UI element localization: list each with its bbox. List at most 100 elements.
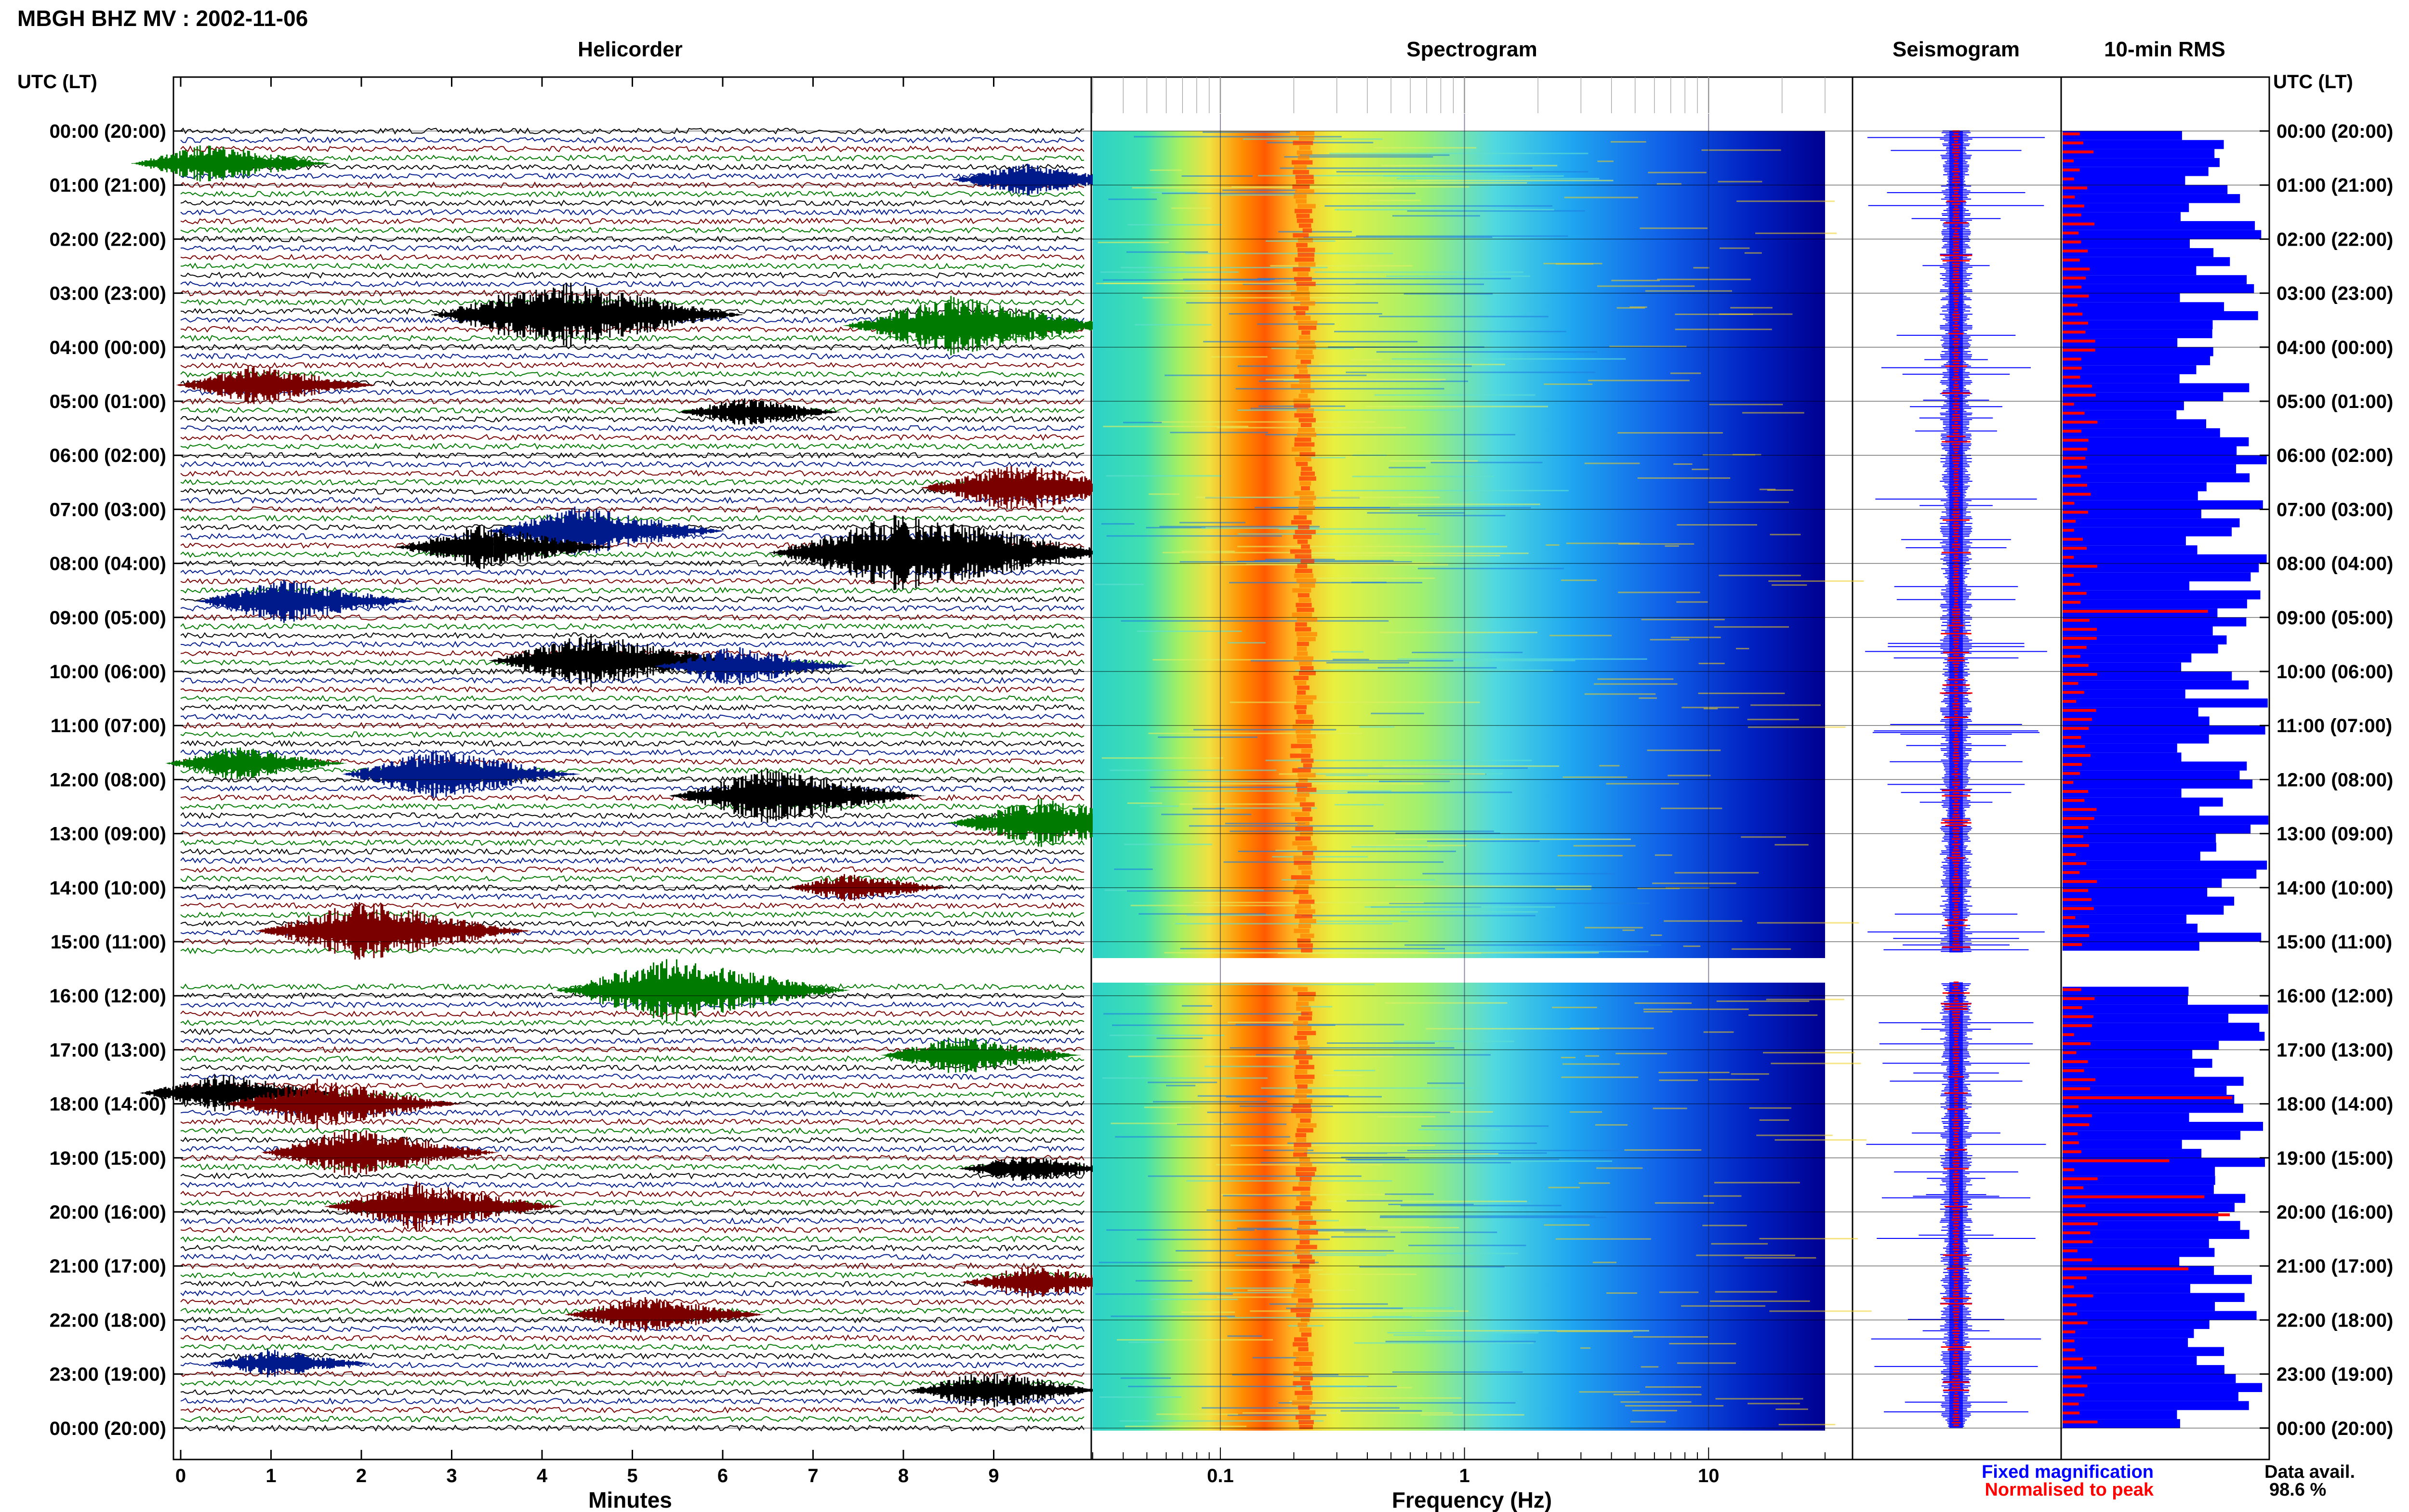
spectrogram-peak-band xyxy=(1297,1123,1317,1128)
helicorder-trace xyxy=(180,1073,1085,1080)
rms-bar-normalised xyxy=(2063,934,2090,937)
rms-bar-fixed xyxy=(2063,1248,2215,1257)
spectrogram-streak xyxy=(1708,1078,1760,1080)
hour-label-left: 11:00 (07:00) xyxy=(51,715,166,736)
rms-bar-fixed xyxy=(2063,1392,2238,1401)
spectrogram-streak xyxy=(1175,923,1392,925)
spectrogram-streak xyxy=(1229,582,1422,584)
rms-bar-fixed xyxy=(2063,149,2215,158)
rms-bar-fixed xyxy=(2063,581,2190,591)
rms-bar-fixed xyxy=(2063,923,2197,933)
spectrogram-peak-band xyxy=(1302,851,1313,855)
rms-bar-normalised xyxy=(2063,1015,2093,1018)
spectrogram-peak-band xyxy=(1299,1259,1315,1264)
rms-bar-fixed xyxy=(2063,689,2185,699)
spectrogram-peak-band xyxy=(1297,252,1315,257)
spectrogram-streak xyxy=(1376,351,1597,353)
spectrogram-peak-band xyxy=(1290,291,1310,296)
spectrogram-peak-band xyxy=(1294,316,1310,320)
spectrogram-peak-band xyxy=(1296,695,1317,700)
spectrogram-streak xyxy=(1142,297,1350,299)
spectrogram-streak xyxy=(1227,1414,1326,1416)
rms-bar-fixed xyxy=(2063,852,2200,861)
spectrogram-streak xyxy=(1345,887,1380,889)
spectrogram-streak xyxy=(1178,1269,1323,1271)
spectrogram-peak-band xyxy=(1293,987,1308,992)
spectrogram-streak xyxy=(1744,252,1762,254)
spectrogram-streak xyxy=(1112,1024,1336,1026)
spectrogram-streak xyxy=(1200,564,1448,565)
spectrogram-peak-band xyxy=(1297,272,1309,276)
spectrogram-streak xyxy=(1256,1054,1491,1056)
rms-bar-fixed xyxy=(2063,1176,2215,1185)
spectrogram-streak xyxy=(1207,1111,1450,1113)
spectrogram-streak xyxy=(1573,845,1636,847)
spectrogram-streak xyxy=(1217,427,1406,429)
helicorder-trace xyxy=(180,677,1085,684)
rms-bar-normalised xyxy=(2063,159,2074,163)
spectrogram-streak xyxy=(1181,1005,1212,1007)
spectrogram-peak-band xyxy=(1296,1279,1310,1284)
spectrogram-peak-band xyxy=(1299,1274,1311,1278)
spectrogram-streak xyxy=(1665,545,1679,547)
frequency-tick-label: 0.1 xyxy=(1207,1465,1234,1486)
spectrogram-streak xyxy=(1708,501,1789,503)
hour-label-right: 02:00 (22:00) xyxy=(2277,229,2393,250)
rms-bar-normalised xyxy=(2063,763,2082,766)
spectrogram-peak-band xyxy=(1294,1143,1311,1147)
rms-bar-normalised xyxy=(2063,898,2091,901)
spectrogram-streak xyxy=(1371,712,1424,714)
spectrogram-peak-band xyxy=(1299,1328,1311,1332)
spectrogram-streak xyxy=(1127,802,1163,804)
spectrogram-peak-band xyxy=(1297,637,1316,642)
spectrogram-streak xyxy=(1661,807,1722,809)
spectrogram-peak-band xyxy=(1298,1182,1311,1186)
rms-bar-fixed xyxy=(2063,806,2199,816)
spectrogram-peak-band xyxy=(1298,1405,1310,1410)
spectrogram-peak-band xyxy=(1298,1225,1310,1230)
spectrogram-streak xyxy=(1278,231,1352,233)
spectrogram-peak-band xyxy=(1297,364,1307,369)
spectrogram-streak xyxy=(1146,526,1206,528)
rms-bar-normalised xyxy=(2063,1105,2079,1108)
spectrogram-streak xyxy=(1643,1011,1673,1012)
helicorder-trace xyxy=(180,758,1085,765)
spectrogram-streak xyxy=(1279,528,1426,530)
helicorder-title: Helicorder xyxy=(578,38,683,61)
rms-bar-normalised xyxy=(2063,645,2087,649)
rms-bar-fixed xyxy=(2063,302,2224,311)
spectrogram-streak xyxy=(1171,207,1211,209)
rms-bar-normalised xyxy=(2063,880,2097,883)
spectrogram-peak-band xyxy=(1294,573,1313,578)
rms-bar-fixed xyxy=(2063,347,2213,356)
helicorder-event xyxy=(166,747,346,779)
rms-bar-normalised xyxy=(2063,285,2082,289)
helicorder-trace xyxy=(180,731,1085,738)
spectrogram-peak-band xyxy=(1293,676,1309,680)
rms-bar-normalised xyxy=(2063,618,2090,622)
spectrogram-streak xyxy=(1351,844,1466,846)
helicorder-trace xyxy=(180,362,1085,369)
spectrogram-peak-band xyxy=(1295,797,1306,802)
spectrogram-streak xyxy=(1101,523,1135,525)
spectrogram-peak-band xyxy=(1298,525,1310,529)
spectrogram-peak-band xyxy=(1296,311,1306,316)
rms-bar-fixed xyxy=(2063,491,2198,500)
spectrogram-peak-band xyxy=(1293,1269,1309,1274)
rms-bar-fixed xyxy=(2063,1410,2177,1420)
spectrogram-streak xyxy=(1334,1070,1376,1071)
spectrogram-peak-band xyxy=(1292,841,1312,846)
spectrogram-streak xyxy=(1380,1215,1596,1217)
helicorder-event xyxy=(679,398,841,426)
spectrogram-streak xyxy=(1104,889,1264,891)
spectrogram-streak xyxy=(1422,873,1615,875)
rms-bar-fixed xyxy=(2063,887,2208,897)
spectrogram-streak xyxy=(1716,1000,1810,1002)
rms-bar-normalised xyxy=(2063,430,2081,433)
spectrogram-streak xyxy=(1246,563,1381,565)
spectrogram-streak xyxy=(1389,467,1426,469)
spectrogram-peak-band xyxy=(1297,690,1306,695)
helicorder-event xyxy=(343,750,580,798)
spectrogram-streak xyxy=(1300,1006,1333,1008)
spectrogram-peak-band xyxy=(1294,1147,1308,1152)
